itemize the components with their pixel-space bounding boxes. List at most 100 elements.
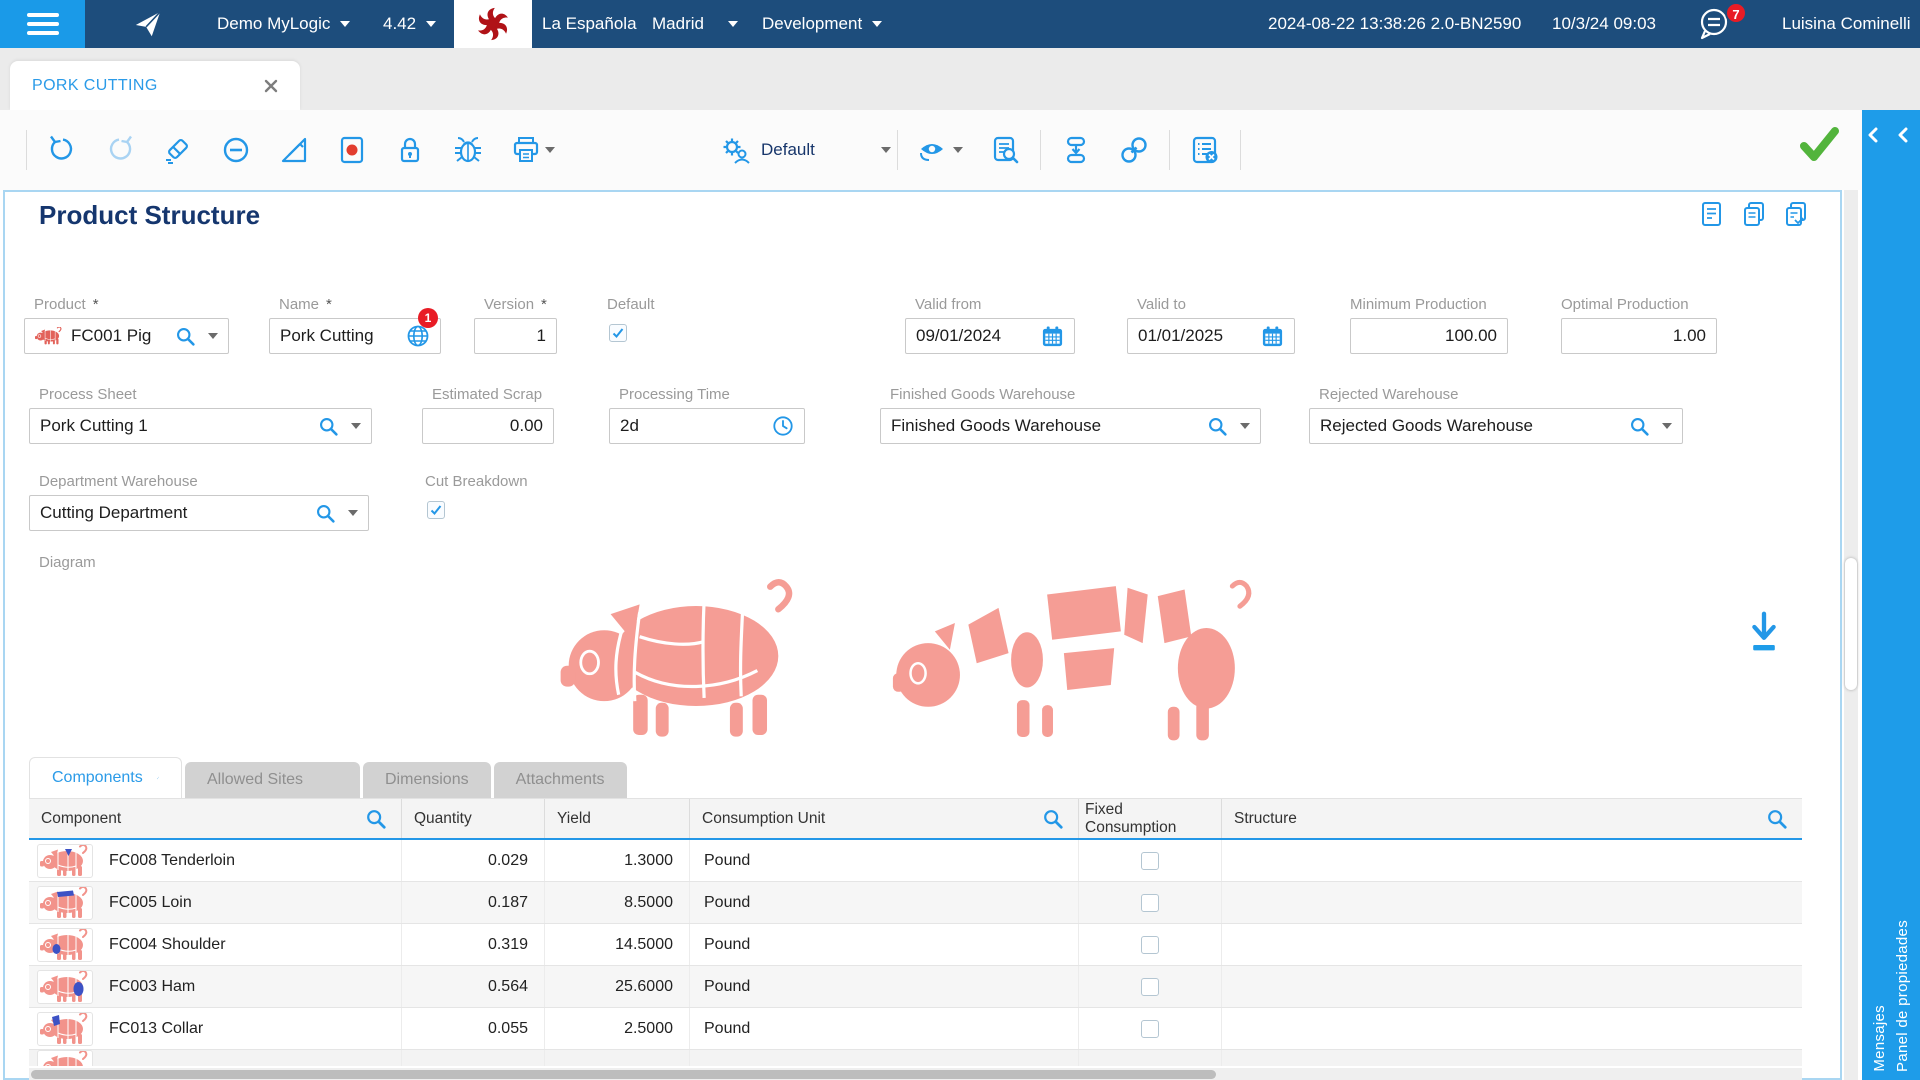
chevron-down-icon[interactable] [1662, 423, 1672, 429]
default-label: Default [607, 296, 655, 313]
table-row[interactable]: FC008 Tenderloin 0.029 1.3000 Pound [29, 840, 1802, 882]
confirm-button[interactable] [1798, 124, 1842, 164]
environment-selector[interactable]: Demo MyLogic [217, 0, 351, 48]
print-button[interactable] [504, 127, 562, 173]
close-tab-icon[interactable] [260, 75, 282, 97]
expand-icon[interactable] [156, 770, 159, 786]
site-selector[interactable] [728, 0, 738, 48]
link-button[interactable] [1112, 127, 1156, 173]
valid-to-field-group: Valid to 01/01/2025 [1127, 296, 1295, 354]
download-diagram-button[interactable] [1742, 607, 1790, 659]
component-name: FC004 Shoulder [109, 935, 226, 953]
collapse-messages-button[interactable] [1866, 124, 1888, 146]
design-button[interactable] [272, 127, 316, 173]
name-field[interactable]: Pork Cutting 1 [269, 308, 441, 354]
fixed-consumption-checkbox[interactable] [1141, 935, 1159, 954]
tab-attachments[interactable]: Attachments [493, 762, 627, 798]
debug-button[interactable] [446, 127, 490, 173]
component-search-button[interactable] [365, 807, 389, 831]
product-field[interactable]: FC001 Pig [24, 318, 229, 354]
horizontal-scrollbar[interactable] [29, 1068, 1802, 1080]
globe-icon[interactable] [406, 324, 430, 348]
version-selector[interactable]: 4.42 [383, 0, 437, 48]
rejected-warehouse-field[interactable]: Rejected Goods Warehouse [1309, 408, 1683, 444]
messages-button[interactable]: 7 [1695, 0, 1747, 48]
collapse-properties-button[interactable] [1896, 124, 1918, 146]
structure-cell [1222, 840, 1802, 881]
optimal-production-field[interactable]: 1.00 [1561, 318, 1717, 354]
structure-search-button[interactable] [1766, 807, 1790, 831]
chevron-down-icon[interactable] [348, 510, 358, 516]
action-toolbar: Default [0, 110, 1862, 190]
tab-components[interactable]: Components [29, 757, 182, 798]
messages-panel-tab[interactable]: Mensajes [1871, 1005, 1888, 1072]
calendar-icon[interactable] [1041, 325, 1064, 348]
app-logo-icon [133, 0, 163, 48]
product-field-group: Product * FC001 Pig [24, 296, 229, 354]
undo-button[interactable] [40, 127, 84, 173]
fixed-consumption-checkbox[interactable] [1141, 1019, 1159, 1038]
tab-dimensions[interactable]: Dimensions [363, 762, 491, 798]
chevron-down-icon[interactable] [208, 333, 218, 339]
valid-from-field[interactable]: 09/01/2024 [905, 318, 1075, 354]
table-row[interactable]: FC005 Loin 0.187 8.5000 Pound [29, 882, 1802, 924]
properties-panel-tab[interactable]: Panel de propiedades [1894, 920, 1911, 1072]
chevron-down-icon[interactable] [1240, 423, 1250, 429]
finished-goods-warehouse-field[interactable]: Finished Goods Warehouse [880, 408, 1261, 444]
col-yield: Yield [557, 809, 591, 827]
department-warehouse-field[interactable]: Cutting Department [29, 495, 369, 531]
tab-allowed-sites[interactable]: Allowed Sites [185, 762, 360, 798]
valid-to-field[interactable]: 01/01/2025 [1127, 318, 1295, 354]
search-icon[interactable] [315, 503, 336, 524]
document-search-button[interactable] [983, 127, 1027, 173]
consumption-unit-search-button[interactable] [1042, 807, 1066, 831]
fixed-consumption-checkbox[interactable] [1141, 851, 1159, 870]
cut-breakdown-checkbox[interactable] [427, 501, 445, 519]
table-row[interactable]: FC004 Shoulder 0.319 14.5000 Pound [29, 924, 1802, 966]
search-icon[interactable] [318, 416, 339, 437]
preview-button[interactable] [911, 127, 969, 173]
copy-sheet-button[interactable] [1741, 200, 1769, 228]
component-name: FC008 Tenderloin [109, 851, 236, 869]
minimum-production-field[interactable]: 100.00 [1350, 318, 1508, 354]
mode-selector[interactable]: Development [762, 0, 883, 48]
calendar-icon[interactable] [1261, 325, 1284, 348]
search-icon[interactable] [1629, 416, 1650, 437]
estimated-scrap-field[interactable]: 0.00 [422, 408, 554, 444]
hamburger-menu-button[interactable] [0, 0, 85, 48]
user-menu[interactable]: Luisina Cominelli [1782, 0, 1920, 48]
chevron-down-icon[interactable] [351, 423, 361, 429]
fixed-consumption-checkbox[interactable] [1141, 893, 1159, 912]
remove-button[interactable] [214, 127, 258, 173]
search-icon[interactable] [1207, 416, 1228, 437]
component-name: FC005 Loin [109, 893, 192, 911]
table-row[interactable]: FC003 Ham 0.564 25.6000 Pound [29, 966, 1802, 1008]
process-sheet-field[interactable]: Pork Cutting 1 [29, 408, 372, 444]
record-button[interactable] [330, 127, 374, 173]
clock-icon[interactable] [772, 415, 794, 437]
profile-selector[interactable]: Default [719, 135, 891, 165]
page-title: Product Structure [39, 200, 261, 230]
ruler-pencil-icon [281, 137, 307, 163]
horizontal-scrollbar-thumb[interactable] [31, 1070, 1216, 1079]
tab-attachments-label: Attachments [515, 771, 605, 788]
fixed-consumption-checkbox[interactable] [1141, 977, 1159, 996]
copy-sheet-alt-button[interactable] [1783, 200, 1811, 228]
vertical-scrollbar[interactable] [1844, 190, 1858, 1080]
default-checkbox[interactable] [609, 324, 627, 342]
quantity-cell: 0.187 [487, 893, 528, 911]
lock-button[interactable] [388, 127, 432, 173]
structure-cell [1222, 966, 1802, 1007]
table-row[interactable]: FC013 Collar 0.055 2.5000 Pound [29, 1008, 1802, 1050]
sheet-button[interactable] [1699, 200, 1727, 228]
hierarchy-button[interactable] [1054, 127, 1098, 173]
processing-time-field[interactable]: 2d [609, 408, 805, 444]
redo-button[interactable] [98, 127, 142, 173]
tab-pork-cutting[interactable]: PORK CUTTING [10, 61, 300, 110]
profile-value: Default [761, 140, 815, 159]
vertical-scrollbar-thumb[interactable] [1845, 558, 1857, 690]
version-field[interactable]: 1 [474, 318, 557, 354]
clear-list-button[interactable] [1183, 127, 1227, 173]
search-icon[interactable] [175, 326, 196, 347]
eraser-button[interactable] [156, 127, 200, 173]
